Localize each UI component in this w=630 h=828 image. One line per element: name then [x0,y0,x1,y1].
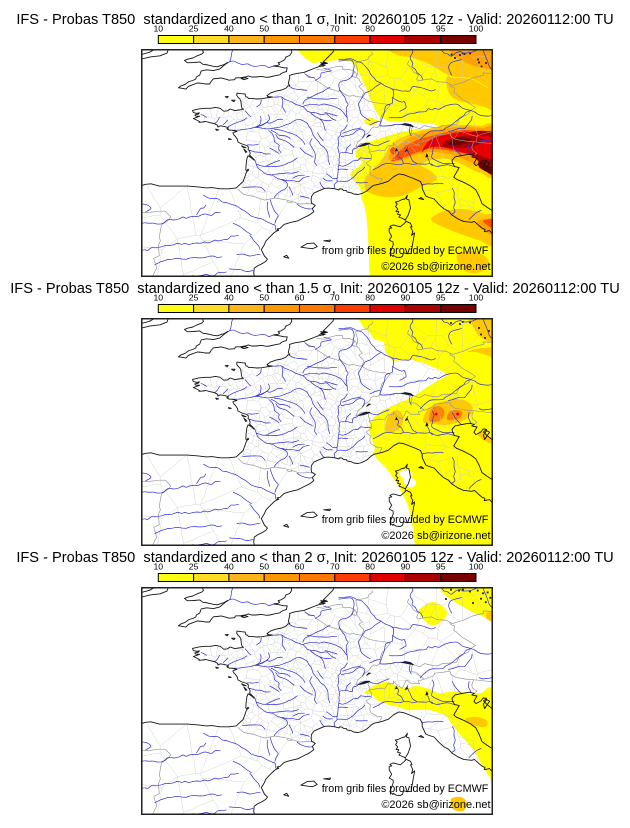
svg-text:70: 70 [330,23,340,33]
svg-text:50: 50 [259,292,269,302]
svg-text:from grib files provided by EC: from grib files provided by ECMWF [322,245,489,257]
svg-text:40: 40 [224,561,234,571]
svg-text:90: 90 [401,292,411,302]
svg-text:80: 80 [365,292,375,302]
svg-text:70: 70 [330,561,340,571]
svg-text:10: 10 [153,292,163,302]
svg-text:80: 80 [365,561,375,571]
svg-text:10: 10 [153,23,163,33]
svg-text:90: 90 [401,23,411,33]
svg-text:10: 10 [153,561,163,571]
svg-text:95: 95 [436,23,446,33]
svg-text:25: 25 [189,561,199,571]
svg-text:80: 80 [365,23,375,33]
svg-text:40: 40 [224,292,234,302]
svg-text:©2026 sb@irizone.net: ©2026 sb@irizone.net [381,799,490,811]
svg-text:25: 25 [189,292,199,302]
svg-text:100: 100 [469,292,484,302]
svg-text:©2026 sb@irizone.net: ©2026 sb@irizone.net [381,530,490,542]
svg-text:70: 70 [330,292,340,302]
svg-text:25: 25 [189,23,199,33]
svg-text:from grib files provided by EC: from grib files provided by ECMWF [322,783,489,795]
svg-text:95: 95 [436,292,446,302]
svg-text:50: 50 [259,23,269,33]
svg-text:50: 50 [259,561,269,571]
svg-text:90: 90 [401,561,411,571]
svg-text:100: 100 [469,23,484,33]
svg-text:60: 60 [295,561,305,571]
svg-text:60: 60 [295,23,305,33]
svg-text:40: 40 [224,23,234,33]
svg-text:100: 100 [469,561,484,571]
svg-text:©2026 sb@irizone.net: ©2026 sb@irizone.net [381,261,490,273]
svg-text:from grib files provided by EC: from grib files provided by ECMWF [322,514,489,526]
svg-text:95: 95 [436,561,446,571]
svg-text:60: 60 [295,292,305,302]
